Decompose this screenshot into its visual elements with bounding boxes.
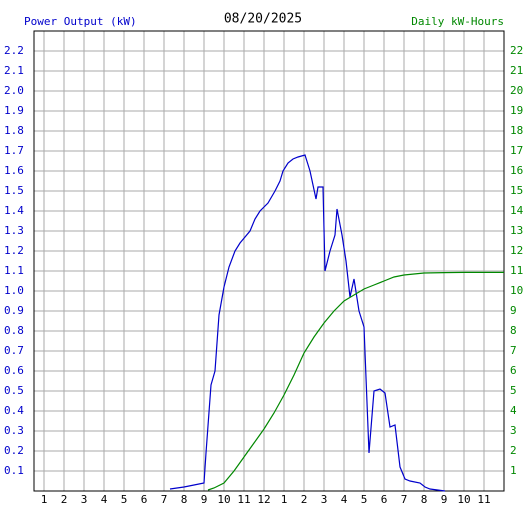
y-tick-label: 0.1 xyxy=(4,464,24,477)
x-tick-label: 12 xyxy=(257,493,270,506)
y2-tick-label: 9 xyxy=(510,304,517,317)
y2-tick-label: 5 xyxy=(510,384,517,397)
x-tick-label: 10 xyxy=(457,493,470,506)
y-axis-label: Power Output (kW) xyxy=(24,15,137,28)
x-tick-label: 4 xyxy=(341,493,348,506)
y-tick-label: 1.1 xyxy=(4,264,24,277)
x-tick-label: 6 xyxy=(381,493,388,506)
y-tick-label: 0.2 xyxy=(4,444,24,457)
y2-tick-label: 20 xyxy=(510,84,523,97)
x-tick-label: 5 xyxy=(361,493,368,506)
y-tick-label: 1.8 xyxy=(4,124,24,137)
x-tick-label: 11 xyxy=(237,493,250,506)
y2-tick-label: 4 xyxy=(510,404,517,417)
x-tick-label: 8 xyxy=(421,493,428,506)
x-tick-label: 2 xyxy=(301,493,308,506)
y-tick-label: 1.9 xyxy=(4,104,24,117)
x-tick-label: 7 xyxy=(401,493,408,506)
y2-tick-label: 19 xyxy=(510,104,523,117)
y-tick-label: 1.7 xyxy=(4,144,24,157)
y2-tick-label: 11 xyxy=(510,264,523,277)
y-tick-label: 0.4 xyxy=(4,404,24,417)
y2-tick-label: 8 xyxy=(510,324,517,337)
x-tick-label: 3 xyxy=(81,493,88,506)
y2-tick-label: 3 xyxy=(510,424,517,437)
plot-frame xyxy=(33,30,505,492)
y-tick-label: 1.2 xyxy=(4,244,24,257)
y2-tick-label: 16 xyxy=(510,164,523,177)
y2-tick-label: 2 xyxy=(510,444,517,457)
x-tick-label: 4 xyxy=(101,493,108,506)
x-tick-label: 7 xyxy=(161,493,168,506)
y-tick-label: 1.3 xyxy=(4,224,24,237)
y-tick-label: 0.8 xyxy=(4,324,24,337)
y2-axis-label: Daily kW-Hours xyxy=(411,15,504,28)
x-tick-label: 9 xyxy=(441,493,448,506)
y2-tick-label: 10 xyxy=(510,284,523,297)
y-tick-label: 0.7 xyxy=(4,344,24,357)
y-tick-label: 0.9 xyxy=(4,304,24,317)
y-tick-label: 2.1 xyxy=(4,64,24,77)
x-tick-label: 3 xyxy=(321,493,328,506)
y2-tick-label: 13 xyxy=(510,224,523,237)
y2-tick-label: 15 xyxy=(510,184,523,197)
y2-tick-label: 22 xyxy=(510,44,523,57)
y-tick-label: 0.3 xyxy=(4,424,24,437)
x-tick-label: 1 xyxy=(281,493,288,506)
chart-title: 08/20/2025 xyxy=(224,12,302,27)
y-tick-label: 1.4 xyxy=(4,204,24,217)
x-tick-label: 10 xyxy=(217,493,230,506)
y-tick-label: 0.6 xyxy=(4,364,24,377)
y-tick-label: 0.5 xyxy=(4,384,24,397)
y2-tick-label: 21 xyxy=(510,64,523,77)
y2-tick-label: 12 xyxy=(510,244,523,257)
x-tick-label: 9 xyxy=(201,493,208,506)
x-tick-label: 8 xyxy=(181,493,188,506)
y-tick-label: 2.0 xyxy=(4,84,24,97)
y2-tick-label: 6 xyxy=(510,364,517,377)
x-tick-label: 5 xyxy=(121,493,128,506)
y-tick-label: 1.5 xyxy=(4,184,24,197)
x-tick-label: 6 xyxy=(141,493,148,506)
x-tick-label: 2 xyxy=(61,493,68,506)
x-tick-label: 11 xyxy=(477,493,490,506)
y2-tick-label: 1 xyxy=(510,464,517,477)
y2-tick-label: 18 xyxy=(510,124,523,137)
y-tick-label: 1.6 xyxy=(4,164,24,177)
data-line xyxy=(169,154,446,492)
x-tick-label: 1 xyxy=(41,493,48,506)
y2-tick-label: 17 xyxy=(510,144,523,157)
data-line xyxy=(207,271,504,491)
y2-tick-label: 7 xyxy=(510,344,517,357)
y2-tick-label: 14 xyxy=(510,204,524,217)
y-tick-label: 2.2 xyxy=(4,44,24,57)
y-tick-label: 1.0 xyxy=(4,284,24,297)
